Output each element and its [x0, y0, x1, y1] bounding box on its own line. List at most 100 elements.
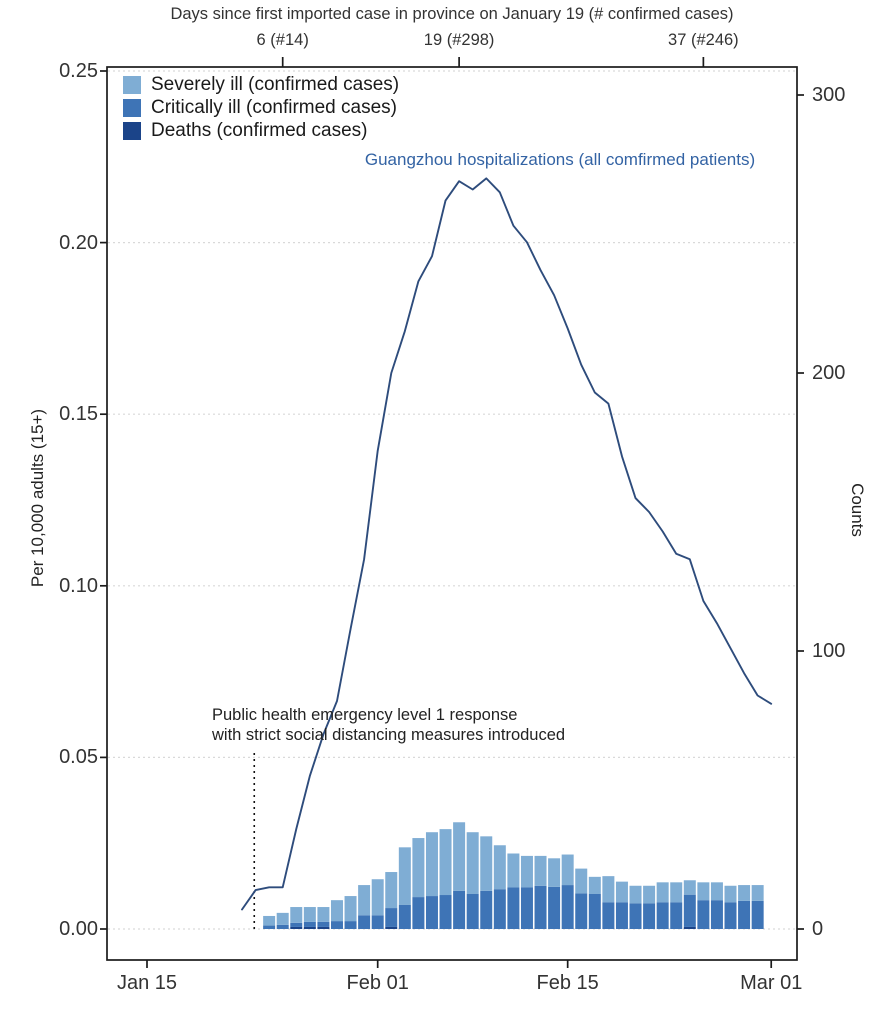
left-axis-tick-label: 0.10	[59, 574, 98, 597]
legend-label-severely-ill: Severely ill (confirmed cases)	[151, 74, 400, 95]
legend-item-critically-ill: Critically ill (confirmed cases)	[123, 98, 399, 117]
bar-critical	[507, 887, 520, 929]
left-axis-tick-label: 0.25	[59, 60, 98, 82]
bar-severe	[317, 907, 330, 922]
panel-border	[106, 66, 798, 961]
bar-severe	[670, 882, 683, 903]
right-axis-tick-label: 100	[812, 640, 846, 662]
bar-severe	[453, 822, 466, 891]
top-axis-tick-label: 37 (#246)	[668, 31, 739, 49]
top-axis-title: Days since first imported case in provin…	[170, 5, 734, 23]
bar-critical	[466, 893, 479, 929]
bar-critical	[534, 885, 547, 929]
left-axis-tick-label: 0.15	[59, 403, 98, 426]
annotation-line-1: Public health emergency level 1 response	[212, 706, 518, 724]
bar-critical	[575, 893, 588, 929]
right-axis-label: Counts	[848, 483, 867, 537]
bar-critical	[615, 902, 628, 929]
bar-severe	[466, 832, 479, 894]
legend-label-deaths: Deaths (confirmed cases)	[151, 120, 368, 141]
line-series-label: Guangzhou hospitalizations (all comfirme…	[364, 150, 756, 169]
bar-critical	[670, 902, 683, 929]
bar-severe	[602, 876, 615, 903]
bar-critical	[710, 900, 723, 929]
bar-severe	[398, 847, 411, 905]
bottom-axis-tick-label: Feb 15	[536, 972, 599, 994]
bar-critical	[344, 921, 357, 929]
bar-severe	[534, 855, 547, 886]
bar-critical	[588, 893, 601, 929]
bar-critical	[330, 921, 343, 929]
bar-severe	[507, 853, 520, 888]
bar-severe	[371, 879, 384, 916]
annotation-line-2: with strict social distancing measures i…	[212, 725, 566, 744]
right-axis-tick-label: 0	[812, 918, 824, 940]
bottom-axis-tick-label: Mar 01	[740, 972, 803, 994]
bar-severe	[588, 876, 601, 894]
legend: Severely ill (confirmed cases) Criticall…	[123, 74, 400, 145]
bar-severe	[263, 915, 276, 926]
bar-severe	[493, 845, 506, 890]
bar-critical	[656, 902, 669, 929]
bar-critical	[493, 889, 506, 929]
bar-critical	[602, 902, 615, 929]
bar-critical	[643, 903, 656, 929]
bar-critical	[520, 887, 533, 929]
bar-critical	[751, 900, 764, 929]
legend-swatch-deaths-icon	[123, 122, 141, 140]
bar-critical	[629, 903, 642, 929]
left-axis-tick-label: 0.05	[59, 746, 98, 769]
left-axis-tick-label: 0.00	[59, 918, 98, 940]
bar-severe	[358, 885, 371, 916]
top-axis-tick-label: 19 (#298)	[423, 31, 495, 49]
bar-deaths	[303, 926, 316, 929]
bar-severe	[751, 885, 764, 901]
bar-deaths	[385, 926, 398, 929]
bar-severe	[303, 907, 316, 922]
bar-severe	[480, 836, 493, 891]
bar-critical	[724, 902, 737, 929]
bar-critical	[398, 904, 411, 929]
bar-deaths	[290, 926, 303, 929]
bar-critical	[290, 922, 303, 927]
bottom-axis-tick-label: Feb 01	[346, 972, 409, 994]
bar-critical	[371, 915, 384, 929]
bar-severe	[710, 882, 723, 901]
bar-severe	[615, 881, 628, 903]
bar-severe	[385, 872, 398, 909]
bar-critical	[412, 897, 425, 929]
bar-severe	[548, 858, 561, 887]
bar-severe	[276, 912, 289, 925]
bar-severe	[425, 832, 438, 897]
bar-critical	[683, 894, 696, 927]
bar-severe	[738, 885, 751, 901]
bar-critical	[548, 886, 561, 929]
annotation-text: Public health emergency level 1 response…	[212, 706, 565, 745]
bar-critical	[385, 908, 398, 927]
bar-severe	[629, 885, 642, 904]
bar-severe	[439, 829, 452, 896]
bar-deaths	[317, 926, 330, 929]
bar-severe	[344, 896, 357, 922]
bottom-axis-tick-label: Jan 15	[116, 972, 178, 994]
legend-item-severely-ill: Severely ill (confirmed cases)	[123, 74, 400, 95]
bar-critical	[276, 924, 289, 929]
bar-critical	[453, 890, 466, 929]
right-axis-tick-label: 300	[812, 84, 846, 106]
bar-severe	[656, 882, 669, 903]
left-axis-label: Per 10,000 adults (15+)	[28, 408, 47, 588]
bar-severe	[697, 882, 710, 901]
bar-severe	[290, 907, 303, 923]
left-axis-tick-label: 0.20	[59, 231, 98, 254]
right-axis-tick-label: 200	[812, 362, 846, 384]
legend-item-deaths: Deaths (confirmed cases)	[123, 120, 399, 141]
bar-severe	[575, 868, 588, 894]
bar-severe	[683, 880, 696, 895]
top-axis-tick-label: 6 (#14)	[256, 31, 309, 49]
hospitalizations-line	[241, 177, 773, 911]
bar-severe	[520, 855, 533, 888]
bar-critical	[439, 895, 452, 929]
legend-swatch-critically-ill-icon	[123, 99, 141, 117]
